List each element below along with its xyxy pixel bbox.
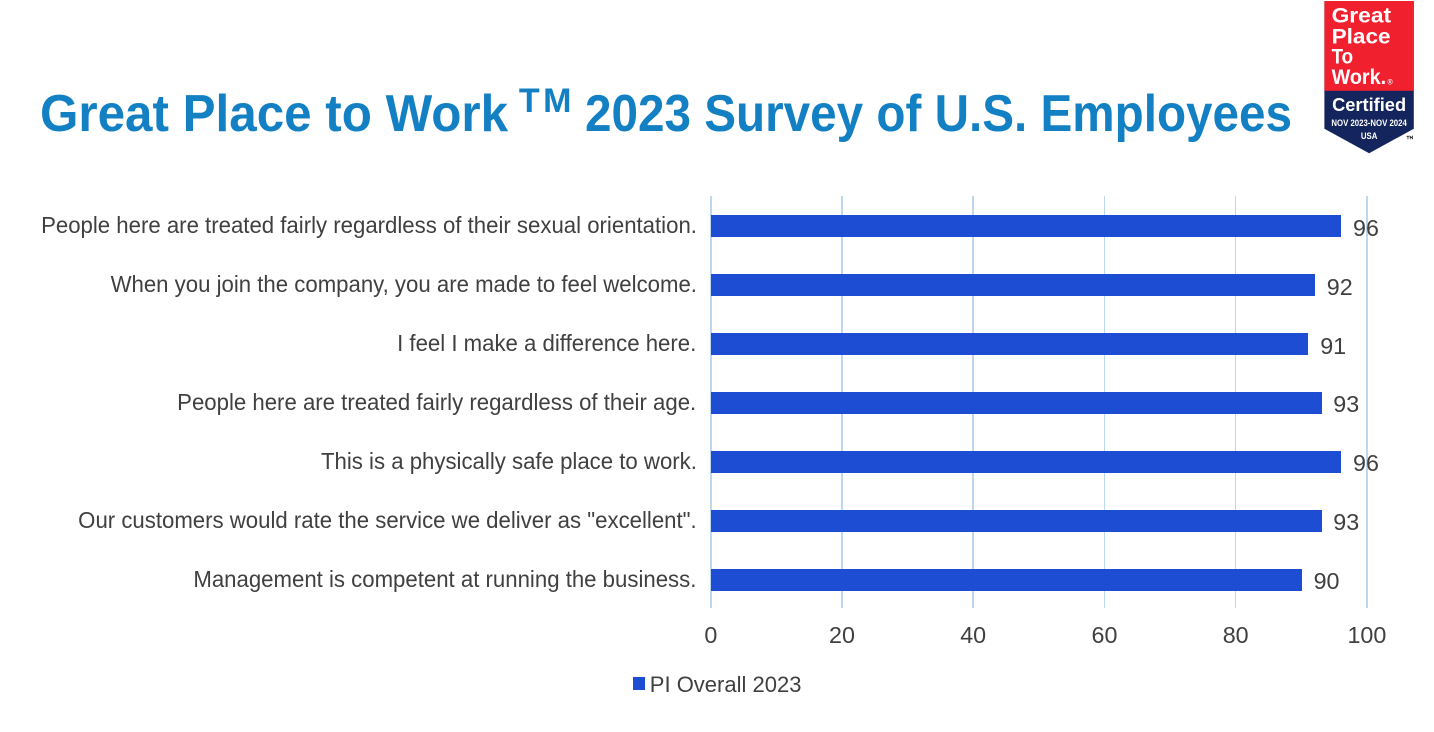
svg-text:Certified: Certified [1332, 95, 1406, 115]
svg-text:Place: Place [1332, 25, 1391, 48]
svg-text:®: ® [1388, 78, 1394, 86]
svg-text:Work.: Work. [1332, 66, 1387, 89]
svg-text:NOV 2023-NOV 2024: NOV 2023-NOV 2024 [1331, 118, 1406, 128]
svg-text:To: To [1332, 46, 1354, 69]
svg-text:Great: Great [1332, 5, 1392, 28]
svg-text:USA: USA [1361, 131, 1378, 141]
